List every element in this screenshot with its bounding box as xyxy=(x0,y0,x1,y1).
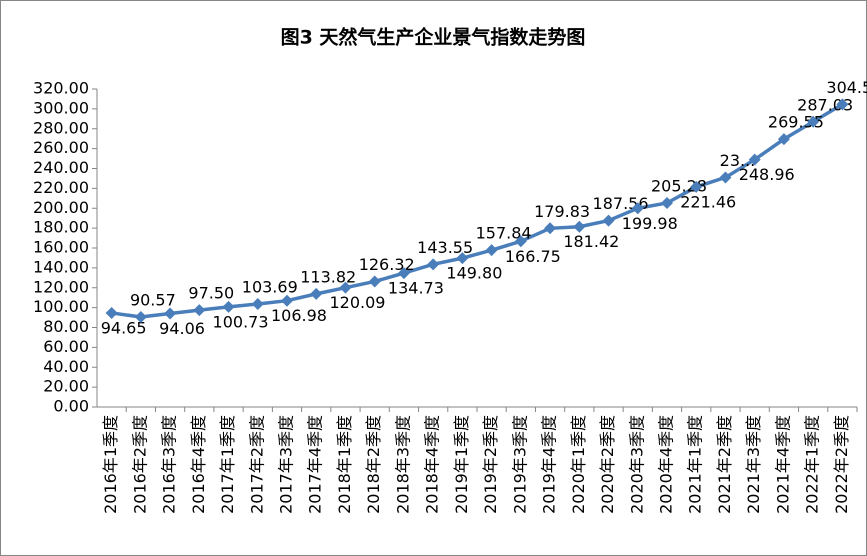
point-marker xyxy=(427,258,440,271)
y-tick-label: 20.00 xyxy=(43,377,89,396)
x-tick-label: 2019年2季度 xyxy=(481,415,500,514)
x-tick-label: 2017年1季度 xyxy=(218,415,237,514)
y-tick-label: 240.00 xyxy=(33,158,89,177)
x-tick-label: 2021年4季度 xyxy=(773,415,792,514)
x-tick-label: 2021年3季度 xyxy=(744,415,763,514)
x-tick-label: 2018年4季度 xyxy=(423,415,442,514)
y-tick-label: 100.00 xyxy=(33,297,89,316)
data-label: 100.73 xyxy=(213,312,269,331)
x-tick-label: 2022年2季度 xyxy=(832,415,851,514)
x-tick-label: 2016年2季度 xyxy=(130,415,149,514)
x-tick-label: 2017年2季度 xyxy=(247,415,266,514)
y-tick-label: 80.00 xyxy=(43,317,89,336)
y-tick-label: 260.00 xyxy=(33,138,89,157)
x-tick-label: 2021年2季度 xyxy=(715,415,734,514)
x-tick-label: 2018年1季度 xyxy=(335,415,354,514)
point-marker xyxy=(193,304,206,317)
point-marker xyxy=(748,153,761,166)
point-marker xyxy=(690,180,703,193)
point-marker xyxy=(485,244,498,257)
x-tick-label: 2022年1季度 xyxy=(803,415,822,514)
x-tick-label: 2020年4季度 xyxy=(657,415,676,514)
y-tick-label: 160.00 xyxy=(33,238,89,257)
point-marker xyxy=(397,267,410,280)
data-label: 304.55 xyxy=(826,78,867,97)
x-tick-label: 2017年3季度 xyxy=(277,415,296,514)
x-tick-label: 2018年2季度 xyxy=(364,415,383,514)
data-label: 90.57 xyxy=(130,290,176,309)
data-label: 103.69 xyxy=(242,277,298,296)
data-label: 106.98 xyxy=(271,306,327,325)
x-tick-label: 2018年3季度 xyxy=(393,415,412,514)
data-label: 126.32 xyxy=(359,255,415,274)
point-marker xyxy=(134,310,147,323)
x-tick-label: 2020年1季度 xyxy=(569,415,588,514)
data-label: 205.28 xyxy=(651,177,707,196)
point-marker xyxy=(105,306,118,319)
x-tick-label: 2019年1季度 xyxy=(452,415,471,514)
y-tick-label: 200.00 xyxy=(33,198,89,217)
point-marker xyxy=(602,214,615,227)
data-label: 157.84 xyxy=(476,224,532,243)
y-tick-label: 300.00 xyxy=(33,98,89,117)
y-tick-label: 280.00 xyxy=(33,118,89,137)
data-label: 23... xyxy=(720,151,756,170)
data-label: 94.65 xyxy=(101,318,147,337)
point-marker xyxy=(368,275,381,288)
data-label: 199.98 xyxy=(622,214,678,233)
data-label: 143.55 xyxy=(417,238,473,257)
data-label: 113.82 xyxy=(300,267,356,286)
point-marker xyxy=(514,235,527,248)
y-tick-label: 0.00 xyxy=(53,397,89,416)
data-label: 166.75 xyxy=(505,247,561,266)
point-marker xyxy=(719,171,732,184)
point-marker xyxy=(456,252,469,265)
x-tick-label: 2016年1季度 xyxy=(101,415,120,514)
point-marker xyxy=(339,281,352,294)
point-marker xyxy=(661,197,673,210)
y-tick-label: 220.00 xyxy=(33,178,89,197)
y-tick-label: 320.00 xyxy=(33,79,89,98)
point-marker xyxy=(631,202,644,215)
point-marker xyxy=(807,115,820,128)
y-tick-label: 180.00 xyxy=(33,218,89,237)
x-tick-label: 2021年1季度 xyxy=(686,415,705,514)
x-tick-label: 2017年4季度 xyxy=(306,415,325,514)
data-label: 269.55 xyxy=(768,113,824,132)
data-label: 134.73 xyxy=(388,279,444,298)
point-marker xyxy=(836,98,849,111)
point-marker xyxy=(281,294,293,307)
data-label: 287.03 xyxy=(797,95,853,114)
data-label: 120.09 xyxy=(329,293,385,312)
x-tick-label: 2019年4季度 xyxy=(540,415,559,514)
point-marker xyxy=(310,287,323,300)
point-marker xyxy=(777,133,790,146)
data-label: 94.06 xyxy=(159,319,205,338)
point-marker xyxy=(251,297,264,310)
data-label: 221.46 xyxy=(680,192,736,211)
data-label: 97.50 xyxy=(188,284,234,303)
y-tick-label: 40.00 xyxy=(43,357,89,376)
y-tick-label: 120.00 xyxy=(33,277,89,296)
x-tick-label: 2020年2季度 xyxy=(598,415,617,514)
x-tick-label: 2020年3季度 xyxy=(627,415,646,514)
x-tick-label: 2019年3季度 xyxy=(510,415,529,514)
point-marker xyxy=(573,220,586,233)
data-label: 149.80 xyxy=(446,264,502,283)
x-tick-label: 2016年4季度 xyxy=(189,415,208,514)
point-marker xyxy=(222,300,235,313)
data-label: 248.96 xyxy=(739,165,795,184)
y-tick-label: 60.00 xyxy=(43,337,89,356)
x-tick-label: 2016年3季度 xyxy=(160,415,179,514)
chart-title: 图3 天然气生产企业景气指数走势图 xyxy=(281,26,586,49)
point-marker xyxy=(544,222,557,235)
point-marker xyxy=(164,307,177,320)
data-label: 179.83 xyxy=(534,202,590,221)
data-label: 181.42 xyxy=(563,232,619,251)
y-tick-label: 140.00 xyxy=(33,257,89,276)
